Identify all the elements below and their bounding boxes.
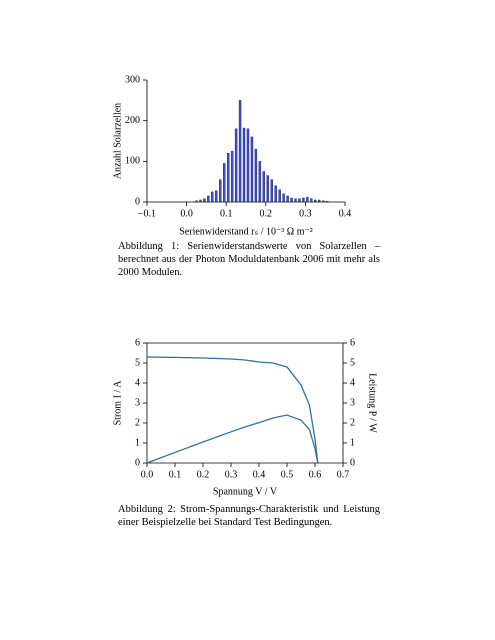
y-tick-label: 5 <box>135 357 140 368</box>
bar <box>258 161 262 203</box>
bar <box>278 189 281 203</box>
x-tick-label: 0.0 <box>141 469 154 480</box>
series-line <box>146 414 319 464</box>
x-axis-label: Spannung V / V <box>213 486 278 497</box>
y-axis-label: Strom I / A <box>112 380 123 426</box>
x-tick-label: 0.6 <box>309 469 322 480</box>
x-tick-label: 0.1 <box>220 208 233 219</box>
bar <box>199 199 202 203</box>
y-tick-label: 0 <box>135 457 140 468</box>
x-tick-label: 0.4 <box>253 469 266 480</box>
bar <box>294 198 297 203</box>
bar <box>318 199 321 203</box>
bar <box>310 198 313 203</box>
x-axis-label: Serienwiderstand rₛ / 10⁻³ Ω m⁻² <box>179 226 313 237</box>
bar <box>266 175 269 203</box>
caption: Abbildung 2: Strom-Spannungs-Charakteris… <box>118 504 380 528</box>
y-tick-label: 4 <box>135 377 140 388</box>
series-line <box>146 356 319 464</box>
bar <box>211 191 214 203</box>
y-tick-label: 200 <box>125 115 140 126</box>
x-tick-label: 0.1 <box>169 469 182 480</box>
y2-tick-label: 4 <box>350 377 355 388</box>
x-tick-label: 0.4 <box>339 208 352 219</box>
y-tick-label: 100 <box>125 156 140 167</box>
bar <box>242 127 246 203</box>
y-tick-label: 3 <box>135 397 140 408</box>
bar <box>298 198 301 203</box>
bar <box>314 199 317 203</box>
y-tick-label: 2 <box>135 417 140 428</box>
y-tick-label: 300 <box>125 74 140 85</box>
bar <box>246 128 250 203</box>
x-tick-label: −0.1 <box>138 208 156 219</box>
bar <box>290 197 293 203</box>
x-tick-label: 0.3 <box>299 208 312 219</box>
bar <box>234 128 238 203</box>
bar <box>207 195 210 203</box>
x-tick-label: 0.7 <box>337 469 350 480</box>
x-tick-label: 0.3 <box>225 469 238 480</box>
bar <box>226 152 230 203</box>
y2-tick-label: 0 <box>350 457 355 468</box>
bar <box>195 200 198 203</box>
bar <box>306 196 309 203</box>
bar <box>262 171 266 203</box>
caption: Abbildung 1: Serienwiderstandswerte von … <box>118 241 380 278</box>
bar <box>282 193 285 203</box>
y-tick-label: 1 <box>135 437 140 448</box>
y2-tick-label: 3 <box>350 397 355 408</box>
y-tick-label: 6 <box>135 337 140 348</box>
bar <box>238 100 242 203</box>
bar <box>223 163 226 203</box>
bar <box>325 200 329 203</box>
bar <box>203 198 206 203</box>
x-tick-label: 0.0 <box>180 208 193 219</box>
y2-tick-label: 2 <box>350 417 355 428</box>
bar <box>270 179 273 203</box>
x-tick-label: 0.5 <box>281 469 294 480</box>
bar <box>274 185 277 203</box>
y2-axis-label: Leistung P / W <box>367 373 378 433</box>
y2-tick-label: 5 <box>350 357 355 368</box>
x-tick-label: 0.2 <box>197 469 210 480</box>
x-tick-label: 0.2 <box>260 208 273 219</box>
bar <box>302 197 305 203</box>
y-axis-label: Anzahl Solarzellen <box>112 103 123 179</box>
bar <box>286 195 289 203</box>
bar <box>230 150 234 203</box>
bar <box>215 190 218 203</box>
bar <box>219 179 222 203</box>
y2-tick-label: 6 <box>350 337 355 348</box>
y2-tick-label: 1 <box>350 437 355 448</box>
y-tick-label: 0 <box>135 196 140 207</box>
bar <box>250 136 254 203</box>
bar <box>322 200 325 203</box>
bar <box>254 148 258 203</box>
